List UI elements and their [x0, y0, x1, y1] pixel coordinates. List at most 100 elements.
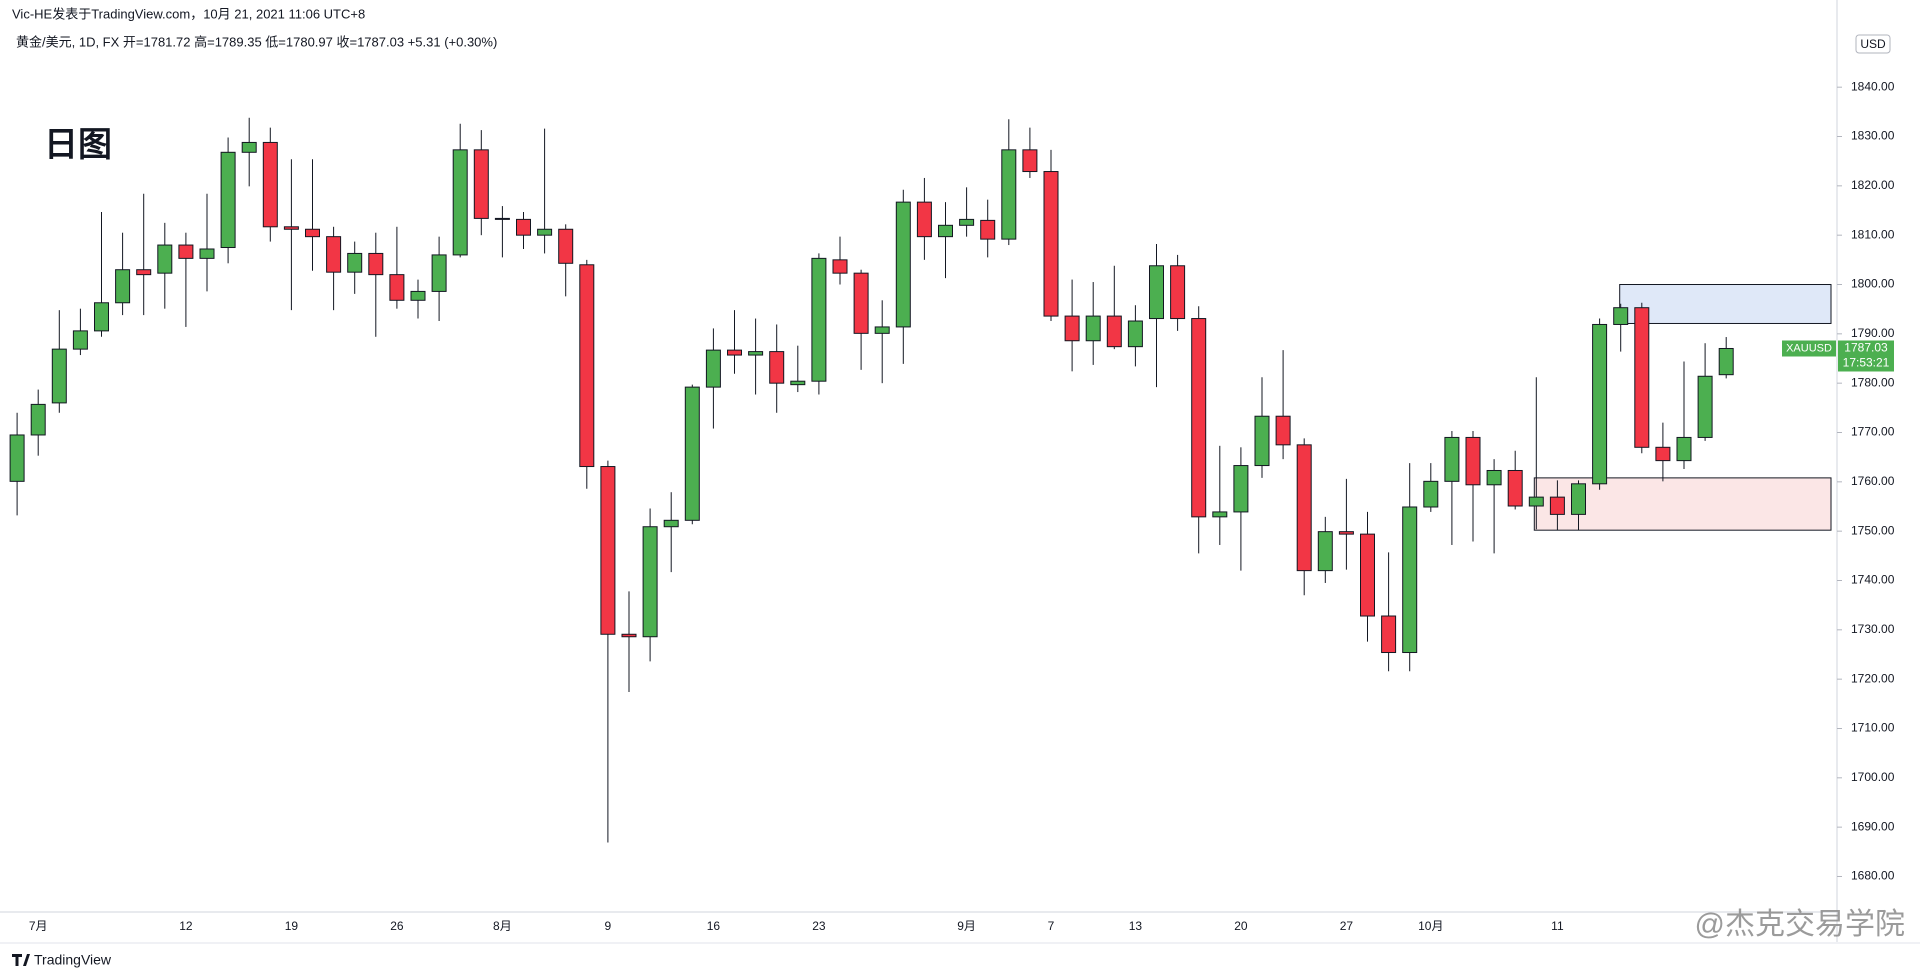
candle-body	[853, 272, 869, 334]
candle-body	[1360, 533, 1375, 617]
candle-body	[1549, 496, 1565, 515]
candle-body	[262, 141, 278, 228]
candle-body	[1043, 171, 1059, 317]
candle-body	[874, 326, 890, 334]
candle-body	[727, 349, 742, 356]
candle-body	[1338, 531, 1354, 535]
legend-line: 黄金/美元, 1D, FX 开=1781.72 高=1789.35 低=1780…	[16, 34, 497, 49]
y-tick-label: 1730.00	[1851, 622, 1895, 636]
x-tick-label: 12	[179, 919, 193, 933]
price-tag-value: 1787.03	[1844, 341, 1888, 355]
candle-body	[326, 236, 342, 273]
candle-body	[494, 217, 510, 220]
candle-body	[1571, 483, 1586, 515]
y-tick-label: 1750.00	[1851, 523, 1895, 537]
candle-body	[1465, 436, 1481, 486]
candle-body	[938, 224, 953, 238]
y-tick-label: 1710.00	[1851, 721, 1895, 735]
candle-body	[1528, 496, 1544, 507]
candle-body	[220, 151, 236, 249]
candle-body	[1212, 511, 1228, 518]
candle-body	[811, 257, 827, 382]
author-line: Vic-HE发表于TradingView.com，10月 21, 2021 11…	[12, 6, 365, 21]
candle-body	[1106, 315, 1122, 348]
watermark: @杰克交易学院	[1695, 908, 1905, 941]
candle-body	[1381, 615, 1397, 654]
y-tick-label: 1790.00	[1851, 326, 1895, 340]
y-tick-label: 1770.00	[1851, 425, 1895, 439]
candle-body	[1022, 149, 1038, 173]
candle-body	[368, 252, 384, 276]
candle-body	[748, 351, 764, 356]
symbol-tag-box	[1782, 340, 1836, 357]
candle-body	[1001, 149, 1017, 240]
x-tick-label: 19	[285, 919, 299, 933]
symbol-tag: XAUUSD	[1786, 342, 1832, 354]
candle-body	[1170, 265, 1186, 320]
candle-body	[790, 380, 806, 386]
y-tick-label: 1760.00	[1851, 474, 1895, 488]
candle-body	[959, 218, 975, 226]
candle-body	[283, 226, 299, 230]
candle-body	[1191, 318, 1207, 518]
x-tick-label: 20	[1234, 919, 1248, 933]
currency-box	[1855, 34, 1891, 54]
currency: USD	[1860, 37, 1886, 51]
y-tick-label: 1700.00	[1851, 770, 1895, 784]
price-tag-box	[1838, 340, 1894, 372]
x-tick-label: 8月	[493, 919, 512, 933]
y-tick-label: 1780.00	[1851, 375, 1895, 389]
price-tag-countdown: 17:53:21	[1843, 356, 1890, 370]
candle-body	[684, 386, 700, 521]
candle-body	[431, 254, 447, 292]
candle-body	[51, 348, 67, 404]
candle-body	[1233, 465, 1249, 513]
x-tick-label: 11	[1551, 919, 1564, 933]
y-tick-label: 1690.00	[1851, 819, 1895, 833]
candle-body	[537, 228, 553, 236]
candle-body	[769, 351, 785, 384]
candle-body	[9, 434, 25, 482]
candle-body	[347, 252, 363, 273]
candle-body	[1423, 480, 1439, 508]
candle-body	[473, 149, 489, 219]
y-tick-label: 1840.00	[1851, 79, 1895, 93]
x-tick-label: 16	[707, 919, 721, 933]
y-tick-label: 1740.00	[1851, 573, 1895, 587]
x-tick-label: 23	[812, 919, 826, 933]
candle-body	[115, 269, 131, 304]
x-tick-label: 13	[1129, 919, 1143, 933]
y-tick-label: 1810.00	[1851, 227, 1895, 241]
candle-body	[389, 274, 405, 301]
candle-body	[452, 149, 468, 256]
x-tick-label: 9	[605, 919, 612, 933]
candle-body	[178, 244, 194, 259]
y-tick-label: 1820.00	[1851, 178, 1895, 192]
x-tick-label: 9月	[957, 919, 976, 933]
candle-body	[600, 466, 616, 635]
candle-body	[916, 201, 932, 238]
candle-body	[1613, 307, 1629, 325]
candle-body	[136, 269, 152, 276]
candle-body	[895, 201, 911, 328]
candle-body	[1402, 506, 1418, 654]
candle-body	[558, 228, 574, 264]
candle-body	[1634, 307, 1650, 448]
candle-body	[157, 244, 173, 274]
x-tick-label: 7	[1048, 919, 1055, 933]
candle-body	[642, 526, 658, 638]
candle-body	[241, 141, 257, 153]
x-tick-label: 7月	[29, 919, 48, 933]
candle-body	[1127, 320, 1143, 348]
candle-body	[1444, 436, 1460, 482]
candle-body	[1718, 347, 1734, 376]
candle-body	[1064, 315, 1080, 342]
candle-body	[410, 290, 426, 301]
candle-body	[305, 228, 320, 238]
candle-body	[832, 259, 848, 274]
zone	[1619, 284, 1832, 324]
candle-body	[579, 264, 595, 468]
candle-body	[72, 330, 88, 350]
brand-logo	[12, 954, 30, 966]
